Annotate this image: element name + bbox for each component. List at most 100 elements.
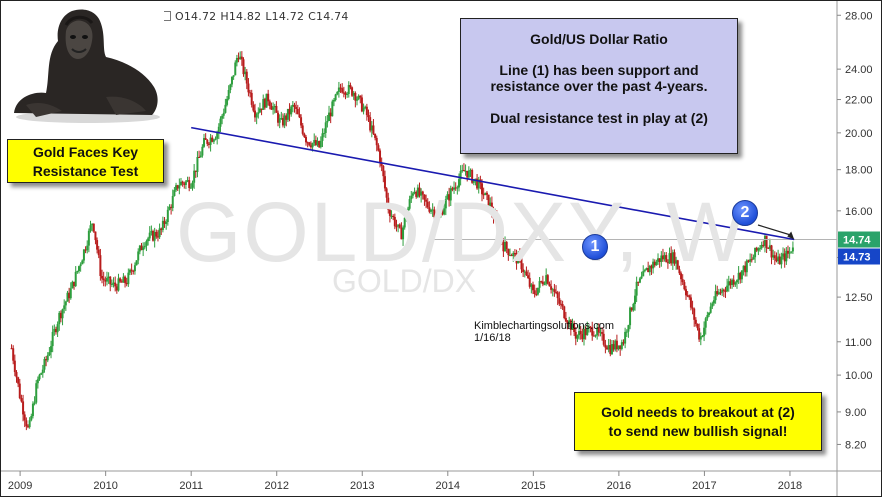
candle-body <box>364 106 367 108</box>
candle-body <box>699 336 702 340</box>
candle-body <box>745 260 748 273</box>
candle-body <box>772 255 775 258</box>
candle-body <box>652 261 655 269</box>
candle-body <box>421 191 424 195</box>
candle-body <box>45 359 48 361</box>
candle-body <box>747 260 750 262</box>
signal-line-1: Gold needs to breakout at (2) <box>601 404 795 420</box>
candle-body <box>270 106 273 110</box>
candle-body <box>727 281 730 286</box>
candle-body <box>41 369 44 374</box>
candle-body <box>132 270 135 272</box>
candle-body <box>507 248 510 256</box>
candle-body <box>573 323 576 332</box>
candle-body <box>416 187 419 197</box>
candle-body <box>499 234 502 236</box>
candle-body <box>321 133 324 141</box>
candle-body <box>324 122 327 133</box>
candle-body <box>68 292 71 299</box>
candle-body <box>597 327 600 333</box>
candle-body <box>244 71 247 75</box>
y-tick-label: 12.50 <box>845 292 873 304</box>
candle-body <box>711 303 714 307</box>
candle-body <box>374 133 377 138</box>
candle-body <box>74 271 77 287</box>
candle-body <box>367 115 370 118</box>
price-tag-prior <box>838 248 880 265</box>
candle-body <box>653 261 656 266</box>
candle-body <box>464 170 467 172</box>
candle-body <box>191 182 194 188</box>
ohlc-high: H14.82 <box>220 10 262 23</box>
marker-2-arrowhead <box>787 231 795 240</box>
candle-body <box>125 282 128 285</box>
candle-body <box>663 255 666 260</box>
candle-body <box>61 309 64 319</box>
candle-body <box>780 256 783 265</box>
candle-body <box>530 284 533 287</box>
candle-body <box>189 187 192 189</box>
candle-body <box>226 98 229 105</box>
annotation-line-2: resistance over the past 4-years. <box>490 78 708 94</box>
candle-body <box>497 222 500 235</box>
candle-body <box>89 225 92 231</box>
candle-body <box>731 279 734 286</box>
candle-body <box>410 195 413 200</box>
candle-body <box>265 93 268 108</box>
candle-body <box>525 271 528 276</box>
candle-body <box>258 108 261 113</box>
candle-body <box>472 179 475 183</box>
candle-body <box>344 92 347 95</box>
candle-body <box>508 255 511 257</box>
candle-body <box>717 292 720 295</box>
candle-body <box>207 143 210 145</box>
candle-body <box>696 323 699 329</box>
candle-body <box>587 327 590 329</box>
annotation-line-3: Dual resistance test in play at (2) <box>490 110 708 126</box>
candle-body <box>193 170 196 183</box>
candle-body <box>263 99 266 108</box>
candle-body <box>267 93 270 102</box>
candle-body <box>571 323 574 330</box>
candle-body <box>349 85 352 88</box>
candle-body <box>219 118 222 127</box>
candle-body <box>117 278 120 291</box>
candle-body <box>485 192 488 195</box>
candle-body <box>413 191 416 194</box>
candle-body <box>693 308 696 320</box>
candle-body <box>760 244 763 249</box>
candle-body <box>397 224 400 227</box>
candle-body <box>135 260 138 266</box>
candle-body <box>490 202 493 213</box>
candle-body <box>778 256 781 265</box>
candle-body <box>596 327 599 336</box>
candle-body <box>643 270 646 272</box>
candle-body <box>127 272 130 285</box>
candle-body <box>18 383 21 399</box>
candle-body <box>12 348 15 361</box>
candle-body <box>23 414 26 421</box>
candle-body <box>40 373 43 375</box>
candle-body <box>558 298 561 304</box>
candle-body <box>54 328 57 333</box>
candle-body <box>250 92 253 105</box>
candle-body <box>82 249 85 261</box>
candle-body <box>602 333 605 345</box>
candle-body <box>355 99 358 101</box>
candle-body <box>545 275 548 284</box>
candle-body <box>372 125 375 134</box>
candle-body <box>633 295 636 304</box>
candle-body <box>176 185 179 189</box>
candle-body <box>405 217 408 219</box>
candle-body <box>326 121 329 123</box>
candle-body <box>670 253 673 264</box>
candle-body <box>673 252 676 264</box>
candle-body <box>58 312 61 325</box>
credit-text: Kimblechartingsolutions.com 1/16/18 <box>474 320 614 344</box>
ohlc-low: L14.72 <box>265 10 305 23</box>
y-tick-label: 9.00 <box>845 407 866 419</box>
candle-body <box>328 112 331 122</box>
candle-body <box>175 185 178 191</box>
candle-body <box>242 59 245 75</box>
